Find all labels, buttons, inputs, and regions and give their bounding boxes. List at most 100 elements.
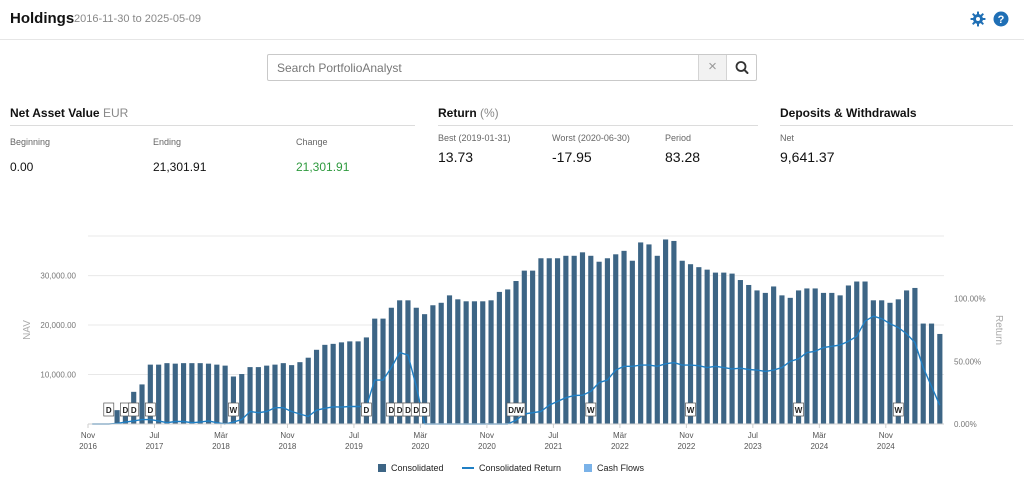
nav-bar: [214, 364, 220, 424]
legend-item-consolidated-return[interactable]: Consolidated Return: [462, 463, 561, 473]
nav-bar: [746, 284, 752, 424]
y2-tick-label: 0.00%: [954, 420, 977, 429]
nav-bar: [845, 285, 852, 424]
nav-bar: [696, 267, 702, 424]
legend-swatch-bar: [378, 464, 386, 472]
nav-bar: [554, 258, 561, 424]
nav-bar: [172, 363, 178, 424]
nav-bar: [413, 307, 419, 424]
x-tick-label-month: Jul: [548, 431, 558, 440]
x-tick-label-month: Nov: [280, 431, 294, 440]
nav-bar: [837, 295, 843, 424]
x-tick-label-year: 2016: [79, 442, 97, 451]
nav-bar: [363, 337, 369, 424]
nav-bar: [887, 302, 893, 424]
nav-bar: [297, 362, 303, 424]
nav-bar: [338, 342, 345, 424]
cash-flow-marker[interactable]: D: [103, 402, 115, 417]
cash-flow-marker[interactable]: D: [128, 402, 140, 417]
nav-bar: [779, 295, 785, 424]
search-bar: ×: [267, 54, 757, 81]
cash-flow-marker[interactable]: D: [144, 402, 156, 417]
search-button[interactable]: [728, 55, 756, 80]
x-tick-label-month: Mär: [214, 431, 228, 440]
gear-icon[interactable]: [970, 11, 986, 27]
x-tick-label-month: Nov: [480, 431, 494, 440]
cash-flow-marker-box: [103, 402, 115, 417]
x-tick-label-year: 2018: [279, 442, 297, 451]
nav-bar: [455, 299, 461, 424]
y-tick-label: 30,000.00: [40, 272, 76, 281]
x-tick-label-year: 2020: [412, 442, 430, 451]
nav-bar: [272, 364, 278, 424]
nav-bar: [205, 363, 212, 424]
nav-bar: [712, 272, 719, 424]
nav-bar: [139, 384, 145, 424]
nav-bar: [422, 314, 428, 424]
cash-flow-marker-label: W: [895, 406, 903, 415]
cash-flow-marker[interactable]: W: [228, 402, 239, 417]
cash-flow-marker-label: D: [413, 406, 419, 415]
cash-flow-marker-box: [361, 402, 372, 417]
cash-flow-marker[interactable]: W: [793, 402, 804, 417]
x-tick-label-year: 2022: [611, 442, 629, 451]
nav-bar: [405, 300, 411, 424]
nav-bar: [663, 239, 669, 424]
legend-item-cash-flows[interactable]: Cash Flows: [584, 463, 644, 473]
cash-flow-marker[interactable]: D: [419, 402, 430, 417]
return-line: [92, 315, 941, 425]
nav-bar: [222, 365, 228, 424]
nav-bar: [546, 258, 552, 424]
nav-bar: [646, 244, 652, 424]
x-tick-label-month: Mär: [414, 431, 428, 440]
nav-bar: [579, 252, 586, 424]
nav-bar: [164, 363, 170, 424]
search-input[interactable]: [268, 55, 698, 80]
nav-bar: [928, 323, 935, 424]
nav-bar: [488, 300, 494, 424]
nav-bar: [804, 288, 810, 424]
cash-flow-marker[interactable]: W: [585, 402, 597, 417]
cash-flow-marker-label: D: [147, 406, 153, 415]
x-tick-label-year: 2020: [478, 442, 496, 451]
cash-flow-marker-box: [585, 402, 597, 417]
cash-flow-marker-label: W: [687, 406, 695, 415]
return-unit: (%): [480, 106, 499, 120]
nav-bar: [629, 260, 635, 424]
nav-bar: [604, 258, 610, 424]
nav-bar: [737, 280, 743, 424]
nav-bar: [704, 269, 710, 424]
nav-bar: [388, 307, 394, 424]
nav-bar: [563, 255, 569, 424]
deposits-net-label: Net: [780, 133, 795, 143]
nav-bar: [330, 343, 336, 424]
nav-bar: [530, 270, 536, 424]
nav-bar: [430, 305, 436, 424]
help-icon[interactable]: ?: [993, 11, 1009, 27]
nav-bar: [230, 376, 237, 424]
clear-search-button[interactable]: ×: [698, 55, 727, 80]
nav-beginning-label: Beginning: [10, 137, 51, 147]
y2-axis-label: Return: [993, 315, 1004, 345]
nav-bar: [621, 250, 627, 424]
nav-bar: [313, 349, 320, 424]
date-range[interactable]: 2016-11-30 to 2025-05-09: [74, 13, 202, 25]
cash-flow-marker-label: W: [795, 406, 803, 415]
cash-flow-marker[interactable]: W: [685, 402, 696, 417]
nav-bar: [879, 300, 885, 424]
return-period-label: Period: [665, 133, 692, 143]
cash-flow-marker[interactable]: W: [892, 402, 904, 417]
nav-bar: [588, 255, 594, 424]
cash-flow-marker[interactable]: D: [361, 402, 372, 417]
x-tick-label-year: 2017: [146, 442, 164, 451]
x-tick-label-month: Jul: [748, 431, 758, 440]
cash-flow-marker-label: D: [422, 406, 428, 415]
nav-bar: [795, 290, 802, 424]
nav-bar: [397, 300, 403, 424]
legend-item-consolidated[interactable]: Consolidated: [378, 463, 444, 473]
deposits-net-value: 9,641.37: [780, 149, 835, 165]
nav-bar: [114, 410, 120, 424]
cash-flow-marker-box: [506, 402, 526, 417]
cash-flow-marker[interactable]: D/W: [506, 402, 526, 417]
return-period-value: 83.28: [665, 149, 701, 165]
